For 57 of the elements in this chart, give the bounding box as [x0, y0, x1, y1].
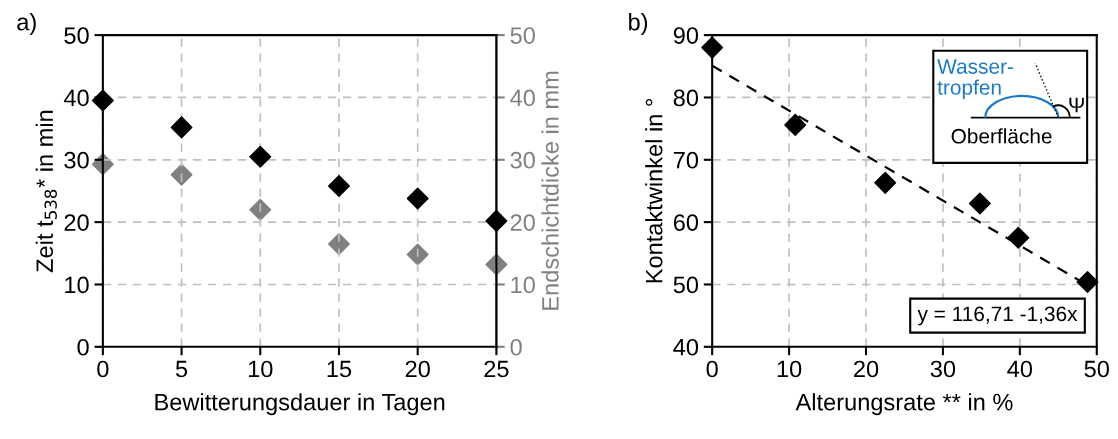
- y2-tick-label: 20: [510, 214, 535, 231]
- y2-tick-label: 30: [510, 151, 535, 169]
- annotation: y = 116,71 -1,36x: [917, 306, 1078, 326]
- x-tick-label: 30: [930, 360, 956, 378]
- point: [1007, 226, 1030, 249]
- y-tick-label: 30: [64, 151, 89, 169]
- point: [485, 209, 508, 232]
- point: [1076, 270, 1099, 293]
- y-tick-label: 50: [64, 27, 89, 44]
- y-axis-title: Kontaktwinkel in °: [645, 99, 663, 283]
- y-tick-label: 50: [673, 276, 699, 294]
- y-tick-label: 40: [673, 338, 699, 356]
- point: [701, 36, 724, 59]
- x-tick-label: 20: [854, 360, 879, 378]
- point: [406, 243, 429, 266]
- y2-tick-label: 50: [510, 27, 535, 44]
- y-tick-label: 70: [673, 151, 699, 169]
- x-tick-label: 5: [175, 360, 188, 378]
- y-tick-label: 20: [64, 214, 89, 231]
- y-axis-title: Zeit t$_{538}$* in min: [35, 110, 57, 273]
- y-tick-label: 90: [673, 27, 699, 44]
- x-tick-label: 15: [327, 360, 352, 378]
- chart-title: a): [17, 13, 36, 36]
- point: [406, 187, 429, 210]
- x-tick-label: 10: [777, 360, 802, 378]
- x-tick-label: 40: [1007, 360, 1033, 378]
- point: [249, 198, 272, 221]
- point: [170, 116, 193, 139]
- y-tick-label: 80: [673, 89, 699, 107]
- x-axis-title: Bewitterungsdauer in Tagen: [155, 393, 445, 416]
- annotation: Ψ: [1069, 97, 1084, 113]
- x-tick-label: 0: [706, 360, 718, 378]
- x-tick-label: 20: [405, 360, 430, 378]
- x-tick-label: 25: [484, 360, 509, 378]
- point: [968, 192, 991, 215]
- annotation: Wasser- tropfen: [937, 59, 1013, 99]
- y2-axis-title: Endschichtdicke in mm: [541, 71, 559, 310]
- point: [327, 174, 350, 197]
- y2-tick-label: 0: [510, 338, 522, 356]
- x-tick-label: 10: [248, 360, 273, 378]
- y-tick-label: 0: [77, 338, 89, 356]
- point: [249, 145, 272, 168]
- point: [327, 232, 350, 255]
- y-tick-label: 10: [65, 276, 89, 294]
- x-tick-label: 50: [1084, 360, 1109, 378]
- y-tick-label: 60: [673, 214, 699, 231]
- point: [784, 113, 807, 136]
- x-axis-title: Alterungsrate ** in %: [795, 393, 1013, 416]
- chart-title: b): [629, 13, 648, 36]
- point: [874, 171, 897, 194]
- y2-tick-label: 40: [510, 89, 535, 107]
- y-tick-label: 40: [63, 89, 89, 107]
- point: [91, 89, 114, 112]
- x-tick-label: 0: [97, 360, 109, 378]
- point: [170, 163, 193, 186]
- annotation: Oberfläche: [951, 128, 1052, 144]
- y2-tick-label: 10: [511, 276, 535, 294]
